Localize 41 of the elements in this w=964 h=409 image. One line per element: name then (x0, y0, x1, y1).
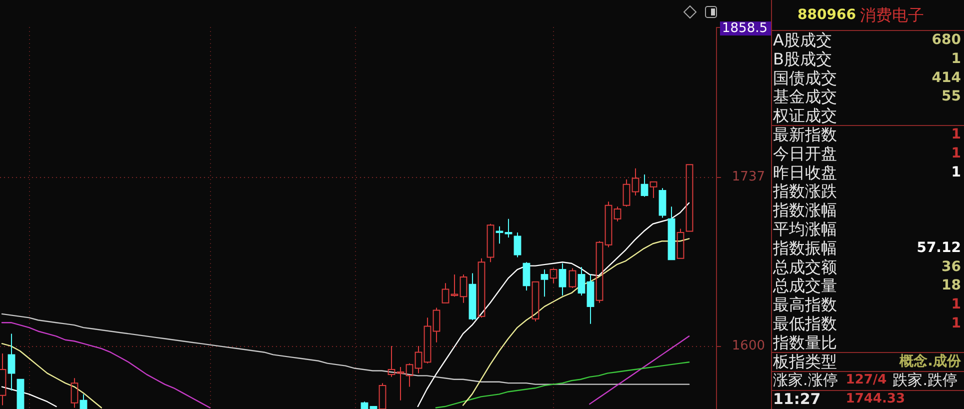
category-label: 指数量比 (772, 332, 837, 352)
category-label: 指数振幅 (772, 238, 837, 258)
text: 1 (951, 126, 961, 142)
text: 18 (942, 278, 961, 294)
text: 127/4 (846, 372, 887, 388)
category-label: 最高指数 (773, 295, 837, 314)
text: 跌家.跌停 (892, 371, 958, 390)
text: 1 (951, 316, 961, 332)
category-label: 板指类型 (772, 352, 837, 371)
category-label: 国债成交 (773, 68, 837, 88)
text: 1 (951, 296, 961, 313)
text: 57.12 (916, 240, 961, 256)
text: 680 (932, 32, 961, 48)
category-label: 总成交量 (772, 276, 837, 296)
text: 414 (932, 70, 961, 86)
category-label: 今日开盘 (773, 144, 837, 163)
text: 1 (951, 164, 961, 180)
category-label: 权证成交 (772, 106, 837, 126)
text: 概念.成份 (900, 353, 961, 370)
y-tick-label: 1858.5 (722, 21, 768, 36)
text: 1 (951, 50, 961, 67)
category-label: B股成交 (773, 49, 832, 68)
text: 55 (942, 88, 961, 105)
category-label: 11:27 (773, 390, 821, 408)
category-label: 指数涨幅 (772, 200, 837, 220)
category-label: 涨家.涨停 (773, 371, 838, 390)
category-label: 平均涨幅 (773, 220, 837, 238)
text: 36 (942, 258, 961, 275)
text: 1 (951, 145, 961, 162)
category-label: 最低指数 (773, 314, 837, 333)
category-label: 基金成交 (773, 87, 837, 106)
category-label: 昨日收盘 (773, 162, 837, 182)
y-tick-label: 1600 (732, 338, 765, 354)
category-label: 指数涨跌 (772, 182, 837, 201)
y-tick-label: 1737 (732, 169, 765, 184)
text: 880966 (798, 7, 856, 23)
text: 1744.33 (846, 392, 905, 407)
category-label: 最新指数 (773, 125, 837, 144)
category-label: 总成交额 (772, 257, 837, 276)
text: 消费电子 (860, 6, 924, 24)
category-label: A股成交 (773, 30, 832, 50)
